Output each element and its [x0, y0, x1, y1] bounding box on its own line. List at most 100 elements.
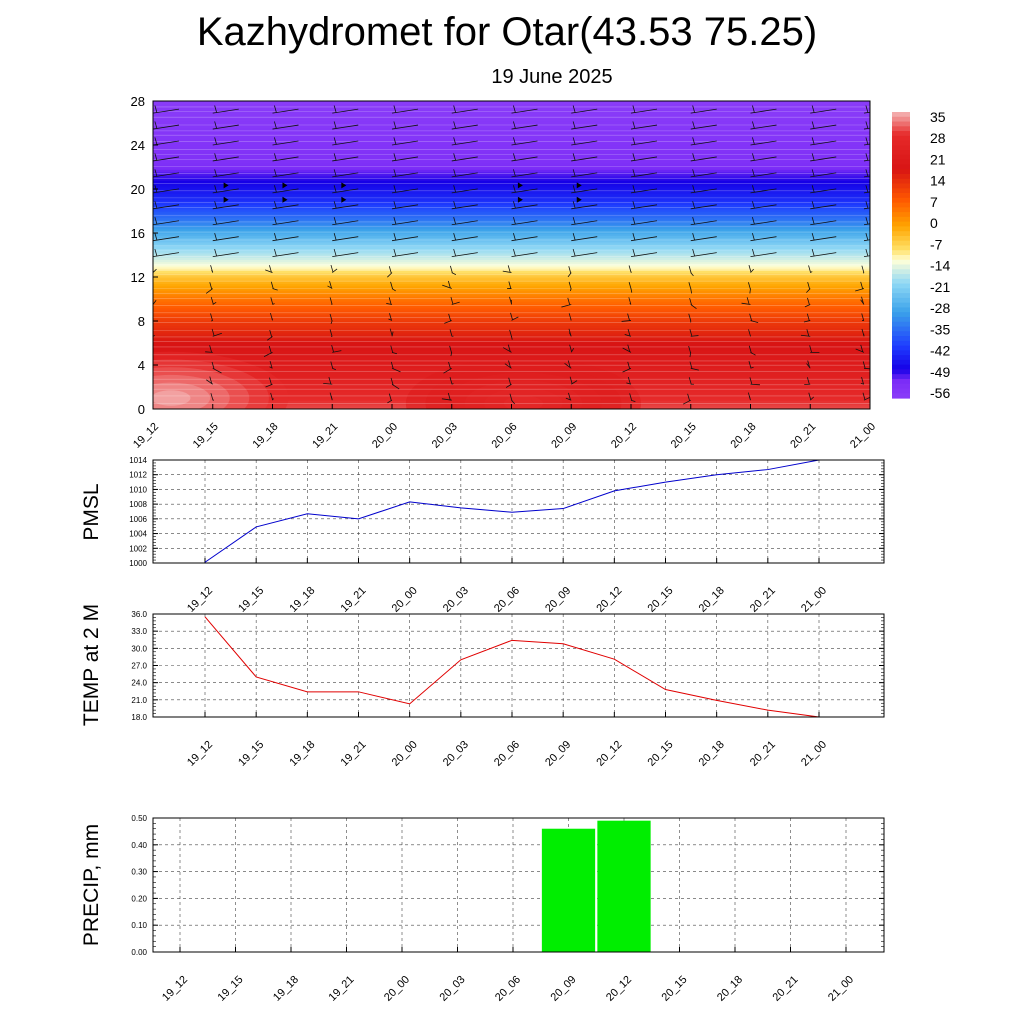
- heatmap-band: [153, 338, 870, 342]
- colorbar-swatch: [892, 112, 910, 118]
- wind-barb: [804, 304, 811, 308]
- wind-barb-flag: [632, 232, 636, 241]
- wind-barb: [863, 207, 870, 210]
- wind-barb: [505, 383, 512, 388]
- wind-pennant: [282, 196, 288, 203]
- wind-barb-flag: [632, 121, 636, 129]
- heatmap-xtick-label: 19_21: [310, 421, 340, 451]
- wind-barb-flag: [688, 345, 692, 354]
- colorbar-swatch: [892, 316, 910, 323]
- heatmap-band: [153, 153, 870, 157]
- wind-barb: [690, 172, 717, 178]
- heatmap-xtick-label: 20_03: [430, 421, 460, 451]
- wind-barb: [212, 220, 239, 226]
- wind-barb-flag: [390, 361, 394, 369]
- ytick-label: 1014: [129, 456, 147, 465]
- heatmap-band: [153, 296, 870, 300]
- wind-barb: [153, 140, 180, 146]
- wind-barb-flag: [632, 105, 636, 113]
- wind-barb-flag: [329, 392, 333, 400]
- colorbar-swatch: [892, 226, 910, 232]
- heatmap-xtick-label: 20_15: [669, 421, 699, 451]
- wind-barb-flag: [333, 185, 337, 193]
- wind-barb: [863, 367, 870, 370]
- colorbar-swatch: [892, 321, 910, 328]
- wind-barb: [511, 236, 538, 242]
- xtick-label: 20_12: [594, 585, 624, 615]
- heatmap-band: [153, 305, 870, 309]
- heatmap-band: [153, 167, 870, 170]
- wind-barb-flag: [210, 393, 214, 401]
- wind-barb-flag: [150, 377, 152, 384]
- wind-barb: [272, 236, 299, 242]
- heatmap-field: [150, 101, 870, 409]
- wind-barb: [810, 124, 837, 130]
- heatmap-band: [153, 347, 870, 351]
- wind-barb-flag: [865, 137, 869, 145]
- heatmap-band: [153, 202, 870, 205]
- xtick-label: 19_18: [271, 974, 301, 1004]
- wind-barb-flag: [806, 377, 810, 385]
- ytick-label: 0.10: [131, 921, 147, 930]
- bar: [597, 820, 651, 952]
- wind-barb: [451, 108, 478, 114]
- wind-barb-flag: [449, 345, 453, 354]
- heatmap-band: [153, 138, 870, 142]
- wind-barb: [810, 220, 837, 226]
- wind-barb: [750, 252, 777, 258]
- heatmap-band: [153, 162, 870, 166]
- wind-barb-flag: [811, 232, 815, 241]
- wind-barb: [630, 288, 633, 293]
- wind-barb: [153, 220, 180, 226]
- colorbar-swatch: [892, 355, 910, 361]
- wind-barb-flag: [513, 169, 516, 177]
- wind-barb: [750, 383, 760, 386]
- wind-barb-flag: [752, 185, 755, 193]
- wind-barb-flag: [568, 266, 572, 274]
- heatmap-band: [153, 204, 870, 208]
- xtick-label: 20_15: [660, 974, 690, 1004]
- wind-barb: [863, 175, 870, 178]
- heatmap-band: [153, 244, 870, 247]
- wind-barb: [511, 140, 538, 146]
- heatmap-band: [153, 316, 870, 320]
- wind-barb-flag: [214, 121, 218, 129]
- wind-barb-flag: [627, 361, 631, 369]
- wind-barb-flag: [154, 153, 158, 161]
- wind-barb-flag: [329, 281, 332, 289]
- heatmap-ytick-label: 12: [131, 270, 145, 285]
- wind-barb: [863, 127, 870, 130]
- wind-barb-flag: [214, 105, 218, 113]
- heatmap-band: [153, 268, 870, 271]
- wind-barb-flag: [330, 264, 334, 273]
- heatmap-xtick-label: 20_21: [788, 421, 818, 451]
- wind-barb: [451, 236, 478, 242]
- colorbar-swatch: [892, 140, 910, 146]
- colorbar-label: 0: [930, 215, 938, 231]
- wind-barb-flag: [752, 121, 755, 129]
- colorbar-swatch: [892, 378, 910, 385]
- heatmap-ytick-label: 0: [138, 402, 145, 417]
- heatmap-band: [153, 283, 870, 287]
- wind-barb-flag: [269, 360, 273, 369]
- xtick-label: 20_18: [697, 585, 727, 615]
- colorbar-swatch: [892, 255, 910, 261]
- colorbar-swatch: [892, 288, 910, 294]
- heatmap-band: [153, 171, 870, 175]
- wind-pennant: [223, 182, 229, 189]
- wind-barb-flag: [748, 345, 752, 353]
- wind-barb-flag: [154, 121, 158, 129]
- heatmap-xtick-label: 19_12: [131, 421, 161, 451]
- colorbar-label: 35: [930, 109, 946, 125]
- colorbar-label: 21: [930, 151, 946, 167]
- wind-barb-flag: [209, 345, 212, 353]
- heatmap-band: [153, 261, 870, 265]
- wind-barb-flag: [453, 137, 457, 145]
- wind-barb: [212, 367, 222, 374]
- wind-barb: [391, 124, 419, 130]
- xtick-label: 19_12: [185, 739, 215, 769]
- wind-barb-flag: [447, 280, 451, 289]
- wind-barb-flag: [333, 105, 337, 113]
- warm-spot-contour: [503, 395, 544, 409]
